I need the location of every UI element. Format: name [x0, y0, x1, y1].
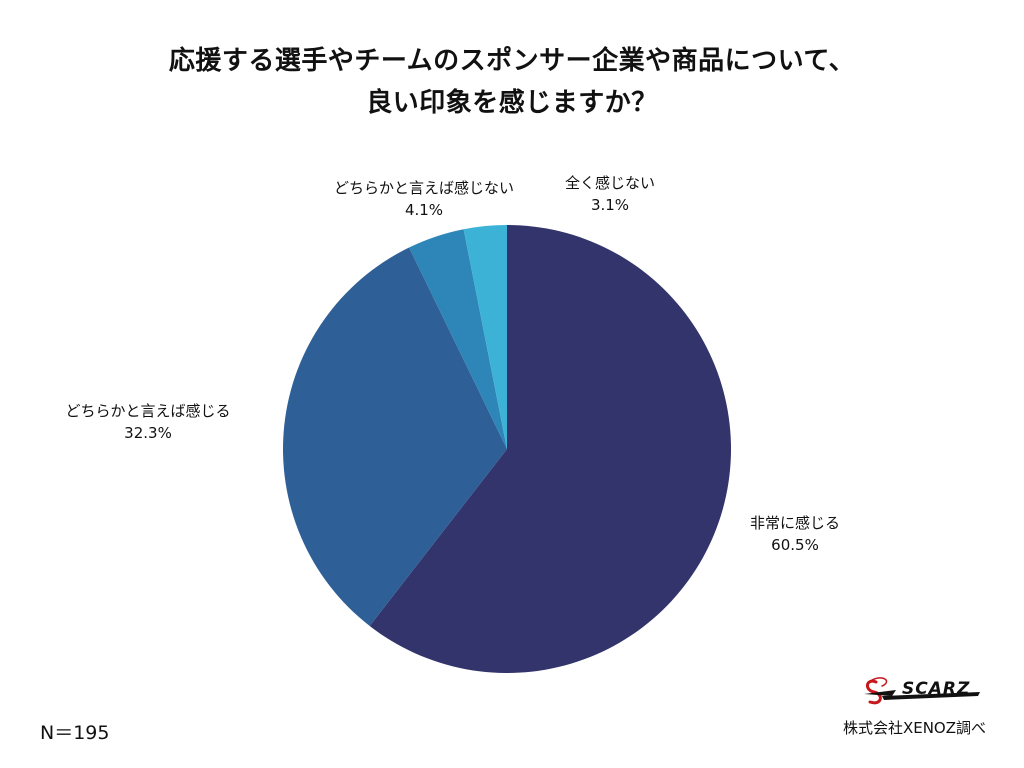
- slice-label-somewhat-negative: どちらかと言えば感じない 4.1%: [334, 177, 514, 221]
- slice-label-text: 非常に感じる: [749, 514, 841, 532]
- slice-label-text: どちらかと言えば感じる: [65, 402, 231, 420]
- scarz-logo-icon: SCARZ: [864, 677, 980, 705]
- chart-title: 応援する選手やチームのスポンサー企業や商品について、 良い印象を感じますか？: [0, 40, 1024, 124]
- slice-label-not-at-all: 全く感じない 3.1%: [565, 172, 655, 216]
- pie-slice-very-positive: [369, 225, 732, 673]
- source-credit: 株式会社XENOZ調べ: [842, 719, 986, 737]
- slice-label-text: どちらかと言えば感じない: [333, 179, 515, 197]
- pie-slice-somewhat-negative: [409, 229, 507, 449]
- slice-label-somewhat-positive: どちらかと言えば感じる 32.3%: [65, 400, 230, 444]
- slice-label-text: 全く感じない: [564, 174, 656, 192]
- slice-label-value: 32.3%: [124, 424, 172, 442]
- slice-label-very-positive: 非常に感じる 60.5%: [750, 512, 840, 556]
- slice-label-value: 3.1%: [590, 196, 630, 214]
- pie-slice-not-at-all: [463, 225, 507, 449]
- pie-slice-somewhat-positive: [283, 247, 507, 626]
- slice-label-value: 4.1%: [404, 201, 444, 219]
- logo-wordmark: SCARZ: [902, 679, 970, 699]
- slice-label-value: 60.5%: [771, 536, 819, 554]
- chart-title-line-2: 良い印象を感じますか？: [366, 88, 658, 118]
- chart-title-line-1: 応援する選手やチームのスポンサー企業や商品について、: [168, 46, 856, 76]
- sample-size: N＝195: [40, 722, 110, 744]
